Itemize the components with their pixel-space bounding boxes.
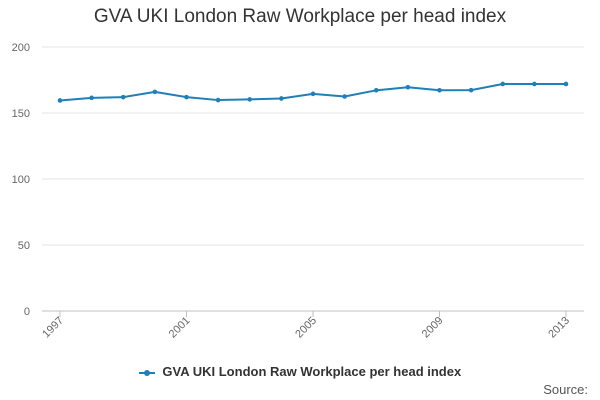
data-point [500, 81, 506, 87]
y-tick-label: 200 [12, 42, 30, 54]
x-tick-label: 2013 [546, 315, 572, 341]
legend[interactable]: GVA UKI London Raw Workplace per head in… [0, 364, 600, 379]
series-layer [57, 81, 569, 103]
data-point [405, 84, 411, 90]
x-tick-label: 2005 [293, 315, 319, 341]
y-axis-tick-labels: 0 50 100 150 200 [12, 42, 30, 318]
chart-title: GVA UKI London Raw Workplace per head in… [93, 6, 507, 27]
y-tick-label: 0 [24, 306, 30, 318]
data-point [532, 81, 537, 87]
source-label: Source: [543, 382, 588, 397]
y-tick-label: 150 [12, 108, 30, 120]
data-point [468, 87, 474, 93]
data-point [279, 96, 284, 101]
legend-swatch [138, 367, 155, 379]
x-tick-label: 2009 [420, 315, 446, 341]
data-point [89, 95, 94, 101]
x-tick-label: 1997 [40, 315, 66, 341]
data-point [184, 94, 189, 100]
legend-label: GVA UKI London Raw Workplace per head in… [162, 364, 462, 379]
data-point [215, 97, 221, 103]
data-point [342, 94, 347, 99]
data-point [120, 94, 126, 100]
data-point [310, 91, 316, 97]
data-point [57, 98, 63, 103]
y-tick-label: 100 [12, 174, 30, 186]
grid-lines [42, 46, 584, 317]
y-tick-label: 50 [18, 240, 30, 252]
data-point [373, 87, 379, 93]
x-axis-tick-labels: 1997 2001 2005 2009 2013 [40, 315, 572, 341]
x-tick-label: 2001 [167, 315, 193, 341]
data-point [563, 81, 569, 87]
data-point [437, 87, 442, 93]
legend-swatch-dot [143, 369, 150, 376]
data-point [247, 97, 253, 102]
data-point [152, 89, 158, 95]
